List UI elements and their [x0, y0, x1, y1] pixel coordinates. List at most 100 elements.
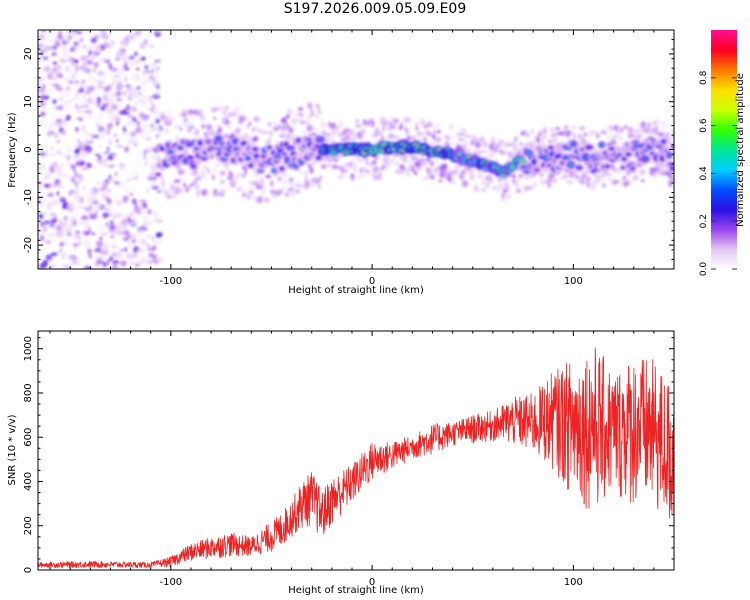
spectrogram-noise-cell	[55, 71, 63, 78]
spectrogram-halo-cell	[453, 164, 460, 172]
spectrogram-noise-cell	[92, 50, 101, 57]
spectrogram-noise-cell	[157, 136, 162, 142]
spectrogram-noise-cell	[39, 94, 48, 100]
spectrogram-halo-cell	[196, 189, 203, 196]
spectrogram-halo-cell	[632, 175, 639, 181]
spectrogram-halo-cell	[201, 114, 208, 121]
spectrogram-noise-cell	[87, 74, 93, 80]
spectrogram-halo-cell	[212, 190, 219, 197]
spectrogram-halo-cell	[283, 178, 288, 186]
spectrogram-halo-cell	[403, 116, 409, 123]
spectrogram-halo-cell	[300, 120, 307, 125]
spectrogram-ridge-cell	[577, 166, 581, 169]
spectrogram-halo-cell	[512, 177, 516, 184]
spectrogram-noise-cell	[130, 78, 137, 83]
spectrogram-noise-cell	[64, 220, 68, 224]
spectrogram-noise-cell	[78, 143, 83, 149]
spectrogram-noise-cell	[49, 264, 56, 268]
spectrogram-halo-cell	[285, 114, 291, 119]
spectrogram-halo-cell	[514, 145, 521, 150]
spectrogram-halo-cell	[179, 113, 183, 117]
spectrogram-noise-cell	[57, 91, 66, 96]
spectrogram-noise-cell	[67, 181, 71, 186]
colorbar-tick-label: 0.4	[699, 166, 709, 181]
spectrogram-noise-cell	[127, 138, 136, 145]
spectrogram-noise-cell	[99, 106, 106, 111]
spectrogram-halo-cell	[345, 134, 350, 140]
spectrogram-noise-cell	[129, 192, 133, 197]
spectrogram-noise-cell	[95, 257, 103, 262]
spectrogram-ridge-cell	[242, 142, 246, 146]
spectrogram-halo-cell	[503, 177, 510, 185]
spectrogram-noise-cell	[88, 149, 92, 153]
spectrogram-halo-cell	[259, 180, 265, 187]
spectrogram-halo-cell	[590, 184, 596, 191]
spectrogram-noise-cell	[133, 87, 139, 94]
spectrogram-noise-cell	[93, 87, 101, 95]
spectrogram-halo-cell	[495, 187, 501, 194]
spectrogram-halo-cell	[251, 136, 259, 142]
spectrogram-ridge-cell	[561, 161, 564, 165]
spectrogram-noise-cell	[65, 218, 70, 222]
spectrogram-noise-cell	[39, 91, 44, 95]
spectrogram-halo-cell	[514, 177, 521, 183]
spectrogram-noise-cell	[112, 133, 118, 137]
spectrogram-ridge-cell	[643, 157, 648, 160]
spectrogram-y-label: Frequency (Hz)	[7, 112, 18, 188]
spectrogram-halo-cell	[662, 122, 666, 126]
spectrogram-noise-cell	[124, 76, 128, 83]
spectrogram-noise-cell	[110, 173, 116, 180]
spectrogram-noise-cell	[96, 181, 101, 187]
spectrogram-noise-cell	[82, 59, 90, 67]
spectrogram-noise-cell	[148, 201, 156, 208]
colorbar-tick-label: 0.6	[699, 118, 709, 133]
x-tick-label: 100	[564, 577, 583, 588]
spectrogram-halo-cell	[206, 168, 211, 175]
spectrogram-halo-cell	[606, 172, 613, 177]
spectrogram-noise-cell	[109, 119, 117, 123]
spectrogram-noise-cell	[65, 65, 70, 73]
spectrogram-halo-cell	[613, 124, 620, 130]
spectrogram-noise-cell	[80, 215, 89, 221]
spectrogram-halo-cell	[530, 128, 535, 135]
spectrogram-halo-cell	[432, 172, 440, 177]
spectrogram-halo-cell	[306, 113, 312, 120]
spectrogram-noise-cell	[82, 184, 86, 191]
spectrogram-noise-cell	[49, 152, 56, 158]
spectrogram-halo-cell	[359, 167, 364, 174]
spectrogram-ridge-cell	[631, 167, 634, 170]
spectrogram-noise-cell	[67, 221, 74, 225]
spectrogram-noise-cell	[55, 133, 60, 137]
spectrogram-halo-cell	[310, 132, 317, 137]
spectrogram-noise-cell	[113, 213, 118, 218]
spectrogram-noise-cell	[142, 77, 148, 84]
spectrogram-halo-cell	[532, 139, 537, 145]
spectrogram-noise-cell	[90, 37, 98, 44]
spectrogram-noise-cell	[61, 204, 68, 210]
spectrogram-halo-cell	[346, 162, 353, 170]
spectrogram-halo-cell	[187, 109, 195, 115]
spectrogram-halo-cell	[222, 110, 228, 118]
spectrogram-noise-cell	[101, 189, 110, 196]
spectrogram-halo-cell	[640, 179, 645, 183]
spectrogram-halo-cell	[624, 174, 630, 181]
spectrogram-noise-cell	[98, 154, 102, 161]
spectrogram-noise-cell	[50, 75, 59, 81]
spectrogram-noise-cell	[74, 195, 78, 200]
spectrogram-noise-cell	[80, 33, 84, 37]
spectrogram-noise-cell	[136, 167, 142, 173]
spectrogram-noise-cell	[87, 93, 93, 99]
spectrogram-halo-cell	[159, 186, 165, 193]
spectrogram-halo-cell	[401, 158, 408, 162]
spectrogram-noise-cell	[135, 193, 140, 198]
spectrogram-noise-cell	[121, 69, 126, 73]
spectrogram-noise-cell	[83, 119, 89, 124]
spectrogram-noise-cell	[91, 232, 96, 236]
spectrogram-halo-cell	[279, 134, 285, 138]
spectrogram-halo-cell	[288, 186, 295, 192]
spectrogram-noise-cell	[84, 201, 90, 209]
spectrogram-halo-cell	[260, 188, 267, 195]
spectrogram-ridge-cell	[662, 140, 665, 144]
spectrogram-noise-cell	[59, 185, 64, 190]
y-tick-label: 20	[23, 48, 34, 61]
